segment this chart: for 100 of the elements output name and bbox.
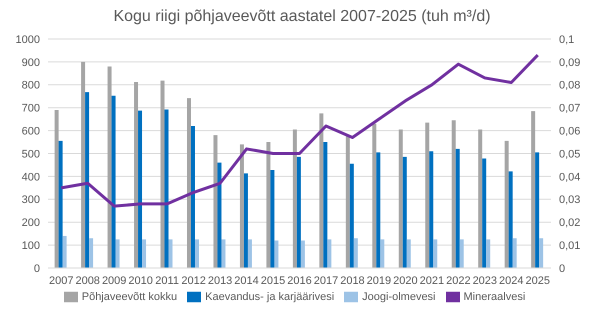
bar <box>327 239 332 268</box>
bar <box>221 239 226 268</box>
bar <box>504 140 509 268</box>
x-tick-label: 2024 <box>499 274 524 287</box>
y-tick-label: 700 <box>22 102 40 115</box>
bar <box>486 239 490 268</box>
bar <box>350 164 354 268</box>
bar <box>54 110 59 268</box>
bar <box>376 152 380 268</box>
bar <box>274 240 278 268</box>
y-tick-label: 100 <box>22 240 40 252</box>
bar <box>190 126 195 268</box>
bar <box>478 129 482 268</box>
bar <box>346 136 350 268</box>
bar <box>508 171 513 268</box>
bar <box>380 239 384 268</box>
chart-title: Kogu riigi põhjaveevõtt aastatel 2007-2025 (tuh m³/d) <box>112 8 492 27</box>
legend-label: Mineraalvesi <box>464 290 526 303</box>
x-tick-label: 2016 <box>287 274 312 287</box>
x-tick-label: 2013 <box>208 274 232 287</box>
bar <box>402 156 407 268</box>
y2-tick-label: 0,1 <box>559 34 574 46</box>
bar <box>194 239 199 268</box>
bar <box>240 144 244 268</box>
x-tick-label: 2023 <box>472 274 498 287</box>
y2-tick-label: 0,09 <box>559 56 580 69</box>
bar <box>406 239 411 268</box>
bar <box>456 148 460 268</box>
bar <box>512 238 517 268</box>
y-tick-label: 500 <box>22 148 40 160</box>
bar <box>323 142 328 268</box>
y2-tick-label: 0,03 <box>559 194 580 206</box>
x-tick-label: 2025 <box>526 274 550 287</box>
bar <box>248 239 252 268</box>
y-tick-label: 800 <box>22 80 40 92</box>
bar <box>217 162 222 268</box>
bar <box>531 111 536 268</box>
x-tick-label: 2019 <box>366 274 392 287</box>
y2-tick-label: 0,07 <box>559 102 580 115</box>
y-tick-label: 200 <box>22 217 40 230</box>
bar <box>433 239 438 268</box>
bar <box>425 122 430 268</box>
y2-tick-label: 0,01 <box>559 240 580 252</box>
bar <box>266 142 270 268</box>
x-tick-label: 2007 <box>48 274 74 287</box>
y-tick-label: 400 <box>22 171 40 184</box>
legend-label: Joogi-olmevesi <box>362 290 436 303</box>
bar <box>160 80 165 268</box>
x-tick-label: 2015 <box>260 274 286 287</box>
x-tick-label: 2008 <box>75 274 100 287</box>
bar <box>244 173 248 268</box>
bar <box>354 238 358 268</box>
x-tick-label: 2018 <box>340 274 365 287</box>
bar <box>58 140 63 268</box>
y2-tick-label: 0 <box>559 262 566 275</box>
bar <box>62 236 67 268</box>
bar <box>319 113 324 268</box>
y-tick-label: 900 <box>22 56 40 69</box>
y2-tick-label: 0,06 <box>559 126 580 138</box>
bar <box>168 239 173 268</box>
bar <box>89 238 94 268</box>
bar <box>452 120 456 268</box>
x-tick-label: 2009 <box>102 274 126 287</box>
x-tick-label: 2011 <box>155 274 179 287</box>
bar <box>134 82 138 268</box>
x-tick-label: 2022 <box>446 274 471 287</box>
x-tick-label: 2012 <box>181 274 206 287</box>
bar <box>81 62 86 268</box>
bar <box>539 238 544 268</box>
y-tick-label: 0 <box>34 262 40 275</box>
line-series <box>60 54 540 208</box>
bar <box>296 156 301 268</box>
bar <box>300 240 305 268</box>
y2-tick-label: 0,08 <box>559 80 580 92</box>
bar <box>138 110 142 268</box>
y-tick-label: 600 <box>22 126 40 138</box>
x-tick-label: 2010 <box>128 274 153 287</box>
bar <box>482 158 486 268</box>
y2-tick-label: 0,05 <box>559 148 580 160</box>
bar <box>270 170 274 268</box>
legend-label: Kaevandus- ja karjäärivesi <box>205 290 334 303</box>
bar <box>116 239 120 268</box>
bar <box>186 98 191 268</box>
bar <box>460 239 464 268</box>
bar <box>429 151 434 268</box>
bar <box>372 124 376 268</box>
bar <box>164 110 169 268</box>
y-tick-label: 300 <box>22 194 40 206</box>
y2-tick-label: 0,02 <box>559 217 580 230</box>
bar <box>535 152 540 268</box>
x-tick-label: 2017 <box>314 274 338 287</box>
bar <box>112 96 116 268</box>
bar <box>398 129 403 268</box>
legend-label: Põhjaveevõtt kokku <box>82 290 178 303</box>
y2-tick-label: 0,04 <box>559 171 580 184</box>
y-tick-label: 1000 <box>16 34 40 46</box>
x-tick-label: 2021 <box>420 274 444 287</box>
bar <box>85 92 90 268</box>
bar <box>108 66 112 268</box>
x-tick-label: 2014 <box>234 274 259 287</box>
